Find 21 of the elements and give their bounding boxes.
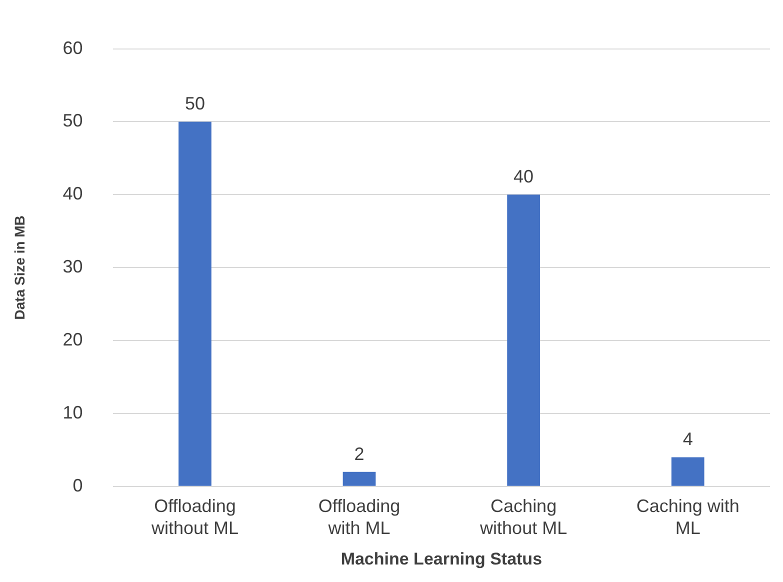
- data-label: 50: [184, 94, 205, 114]
- x-tick-label: Caching without ML: [479, 496, 568, 538]
- data-label: 40: [514, 166, 534, 187]
- x-axis-title: Machine Learning Status: [340, 549, 542, 568]
- y-tick-label: 50: [62, 110, 83, 131]
- data-label: 2: [354, 444, 364, 464]
- bar: [507, 194, 540, 486]
- x-tick-label: Offloading with ML: [318, 496, 400, 538]
- bar: [342, 472, 376, 486]
- y-axis-title: Data Size in MB: [11, 215, 28, 320]
- y-tick-label: 10: [62, 402, 83, 422]
- y-tick-label: 40: [62, 184, 83, 204]
- y-tick-label: 20: [62, 330, 83, 350]
- bar: [671, 457, 704, 486]
- y-tick-label: 60: [62, 38, 83, 58]
- y-tick-label: 30: [62, 256, 83, 277]
- data-label: 4: [682, 429, 693, 450]
- x-tick-label: Offloading without ML: [150, 496, 238, 538]
- x-tick-label: Caching with ML: [636, 496, 740, 538]
- bar: [178, 122, 212, 486]
- y-tick-label: 0: [72, 475, 83, 496]
